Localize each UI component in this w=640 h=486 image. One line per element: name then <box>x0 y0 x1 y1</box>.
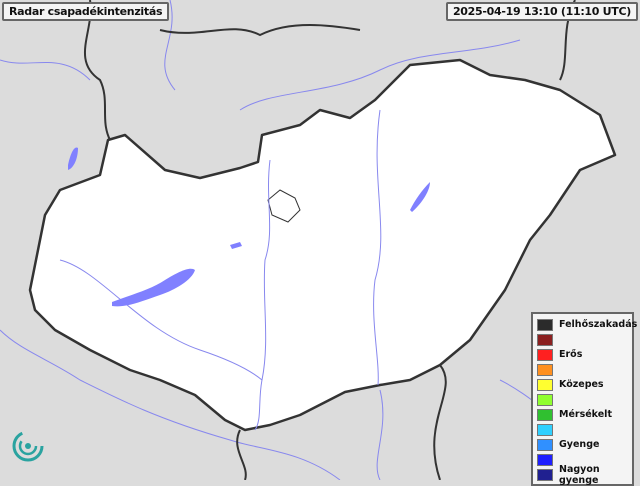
legend-label: Mérsékelt <box>559 409 612 420</box>
legend-label: Felhőszakadás <box>559 319 638 330</box>
legend-swatch <box>537 468 553 481</box>
legend-label: Erős <box>559 349 583 360</box>
legend-item: Mérsékelt <box>537 407 629 422</box>
legend-item <box>537 332 629 347</box>
legend-swatch <box>537 348 553 361</box>
legend-swatch <box>537 393 553 406</box>
met-service-logo <box>12 430 44 462</box>
timestamp: 2025-04-19 13:10 (11:10 UTC) <box>445 2 638 21</box>
rivers <box>59 109 382 431</box>
legend-swatch <box>537 408 553 421</box>
legend-swatch <box>537 423 553 436</box>
intensity-legend: Felhőszakadás Erős Közepes Mérsékelt Gyenge N… <box>531 312 637 486</box>
map-title: Radar csapadékintenzitás <box>2 2 170 21</box>
legend-item <box>537 392 629 407</box>
legend-item <box>537 422 629 437</box>
legend-item <box>537 362 629 377</box>
legend-item: Gyenge <box>537 437 629 452</box>
legend-label: Nagyon gyenge <box>559 463 600 486</box>
legend-swatch <box>537 333 553 346</box>
lake-velence <box>230 242 242 249</box>
hungary-territory <box>28 58 617 432</box>
legend-item <box>537 452 629 467</box>
lake-tisza <box>410 182 430 212</box>
neighbour-borders <box>84 0 576 480</box>
legend-item: Felhőszakadás <box>537 317 637 332</box>
legend-label: Közepes <box>559 379 604 390</box>
lake-balaton <box>112 268 195 307</box>
lake-neusiedl <box>68 147 78 170</box>
budapest-outline <box>267 189 301 223</box>
legend-item: Közepes <box>537 377 629 392</box>
legend-swatch <box>537 318 553 331</box>
legend-item: Erős <box>537 347 629 362</box>
legend-swatch <box>537 453 553 466</box>
legend-label: Gyenge <box>559 439 600 450</box>
legend-swatch <box>537 378 553 391</box>
legend-swatch <box>537 438 553 451</box>
legend-swatch <box>537 363 553 376</box>
